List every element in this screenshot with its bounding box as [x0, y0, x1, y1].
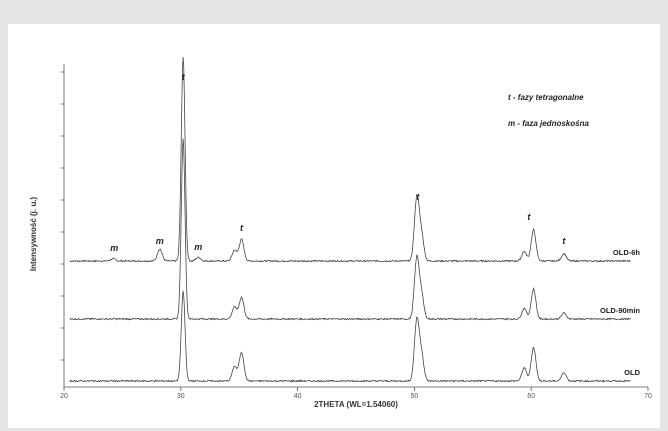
series-trace	[69, 290, 631, 383]
series-trace	[69, 56, 631, 263]
peak-label: t	[416, 192, 420, 202]
series-labels: OLD-6h OLD-90min OLD	[600, 248, 641, 377]
x-tick-label: 70	[644, 393, 652, 400]
peak-label: m	[110, 243, 118, 253]
axes	[63, 64, 648, 388]
peak-label: t	[562, 236, 566, 246]
traces	[69, 56, 631, 383]
peak-label: t	[527, 212, 531, 222]
x-axis-title: 2THETA (WL=1.54060)	[314, 400, 398, 409]
chart-frame: 20 30 40 50 60 70 OLD-6h OLD-90min OLD m m m t t t t t…	[8, 24, 660, 428]
x-tick-label: 50	[411, 393, 419, 400]
peak-labels: m m m t t t t t	[110, 72, 566, 253]
x-tick-label: 30	[177, 393, 185, 400]
x-ticks: 20 30 40 50 60 70	[60, 387, 652, 400]
series-label: OLD	[624, 368, 640, 377]
x-tick-label: 60	[527, 393, 535, 400]
series-trace	[69, 138, 631, 321]
legend-entry-t: t - fazy tetragonalne	[508, 93, 584, 102]
legend-entry-m: m - faza jednoskośna	[508, 119, 589, 128]
peak-label: m	[194, 242, 202, 252]
peak-label: m	[156, 236, 164, 246]
legend: t - fazy tetragonalne m - faza jednoskoś…	[508, 93, 589, 128]
x-tick-label: 20	[60, 393, 68, 400]
y-axis-title: Intensywność (j. u.)	[29, 197, 38, 272]
peak-label: t	[182, 72, 186, 82]
peak-label: t	[240, 223, 244, 233]
y-ticks	[61, 71, 64, 361]
series-label: OLD-90min	[600, 306, 640, 315]
xrd-chart: 20 30 40 50 60 70 OLD-6h OLD-90min OLD m m m t t t t t…	[29, 56, 652, 409]
x-tick-label: 40	[294, 393, 302, 400]
series-label: OLD-6h	[613, 248, 641, 257]
